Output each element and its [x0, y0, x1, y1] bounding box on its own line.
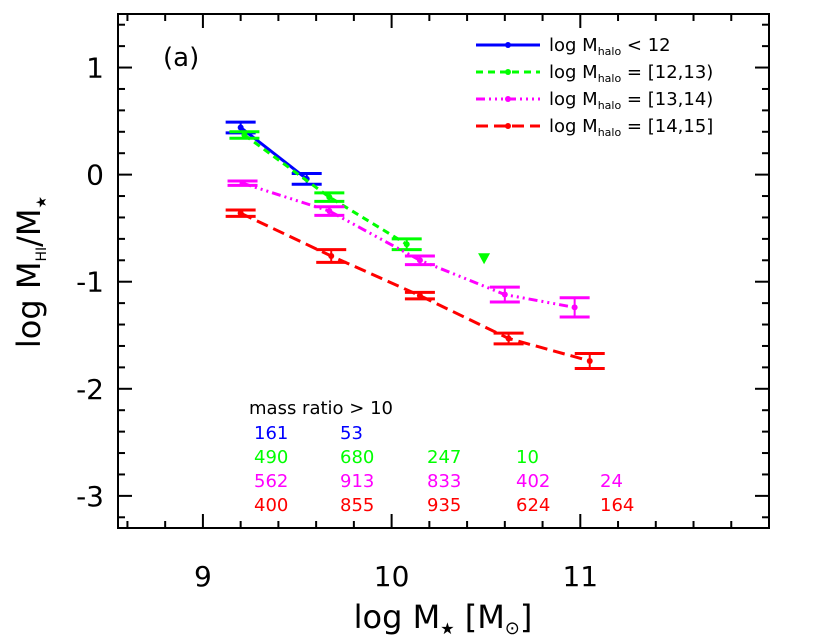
count-value: 247: [427, 447, 461, 468]
series-layer: [225, 120, 605, 370]
x-axis-title: log M★ [M⊙]: [354, 598, 533, 639]
legend-label: log Mhalo = [12,13): [549, 62, 713, 85]
legend-marker: [505, 42, 511, 48]
series-line: [243, 133, 408, 246]
y-axis-title: log MHI/M★: [10, 196, 50, 348]
data-point: [416, 257, 423, 264]
count-value: 402: [516, 471, 550, 492]
count-value: 680: [340, 447, 374, 468]
data-point: [239, 180, 246, 187]
y-axis-title-sub1: HI: [34, 247, 50, 262]
legend-label-sub: halo: [598, 72, 622, 85]
y-tick-label: -3: [76, 480, 104, 513]
legend-label-main: log M: [549, 62, 598, 83]
legend-label-rest: = [13,14): [621, 89, 713, 110]
series-line: [240, 211, 591, 363]
legend-label-sub: halo: [598, 45, 622, 58]
count-value: 855: [340, 495, 374, 516]
legend-label-rest: < 12: [621, 35, 670, 56]
count-value: 490: [254, 447, 288, 468]
data-point: [416, 292, 423, 299]
count-value: 562: [254, 471, 288, 492]
y-axis-title-slash: /M: [10, 208, 48, 246]
legend-label-rest: = [14,15]: [621, 116, 713, 137]
data-point: [328, 253, 335, 260]
data-point: [403, 241, 410, 248]
legend-marker: [505, 96, 511, 102]
legend-label-sub: halo: [598, 99, 622, 112]
legend-label-main: log M: [549, 116, 598, 137]
upper-limit-marker: [478, 253, 491, 265]
count-value: 913: [340, 471, 374, 492]
count-value: 164: [600, 495, 634, 516]
data-point: [237, 124, 244, 131]
series-line: [239, 126, 308, 181]
axis-ticks: [118, 14, 770, 528]
y-tick-label: -1: [76, 266, 104, 299]
legend-label-rest: = [12,13): [621, 62, 713, 83]
y-axis-title-main: log M: [10, 262, 48, 349]
y-axis-title-sub2: ★: [34, 196, 50, 209]
x-tick-label: 10: [374, 560, 410, 593]
data-point: [237, 210, 244, 217]
data-point: [241, 132, 248, 139]
data-point: [326, 208, 333, 215]
count-value: 833: [427, 471, 461, 492]
y-tick-label: 0: [86, 159, 104, 192]
count-value: 10: [516, 447, 539, 468]
count-value: 53: [340, 423, 363, 444]
count-value: 935: [427, 495, 461, 516]
x-axis-title-unit-sub: ⊙: [505, 618, 520, 639]
legend-label-main: log M: [549, 35, 598, 56]
legend-label-main: log M: [549, 89, 598, 110]
data-point: [571, 304, 578, 311]
x-axis-title-sub: ★: [440, 619, 454, 638]
x-tick-label: 9: [194, 560, 212, 593]
x-axis-title-unit: [M: [455, 598, 505, 636]
data-point: [586, 357, 593, 364]
legend-label: log Mhalo < 12: [549, 35, 671, 58]
count-value: 400: [254, 495, 288, 516]
panel-label: (a): [163, 43, 199, 73]
legend-label: log Mhalo = [13,14): [549, 89, 713, 112]
legend-label: log Mhalo = [14,15]: [549, 116, 713, 139]
data-point: [501, 291, 508, 298]
count-value: 161: [254, 423, 288, 444]
data-point: [326, 194, 333, 201]
x-axis-title-main: log M: [354, 598, 441, 636]
count-table: mass ratio > 10 161 53 490 680 247 10 562 913 833…: [249, 398, 634, 516]
legend-marker: [505, 69, 511, 75]
x-axis-title-close: ]: [520, 598, 532, 636]
y-tick-label: -2: [76, 373, 104, 406]
x-tick-label: 11: [562, 560, 598, 593]
legend-marker: [505, 123, 511, 129]
legend-label-sub: halo: [598, 126, 622, 139]
count-value: 624: [516, 495, 550, 516]
y-tick-label: 1: [86, 52, 104, 85]
plot-frame: [117, 13, 770, 529]
data-point: [505, 335, 512, 342]
count-value: 24: [600, 471, 623, 492]
count-table-title: mass ratio > 10: [249, 398, 393, 419]
